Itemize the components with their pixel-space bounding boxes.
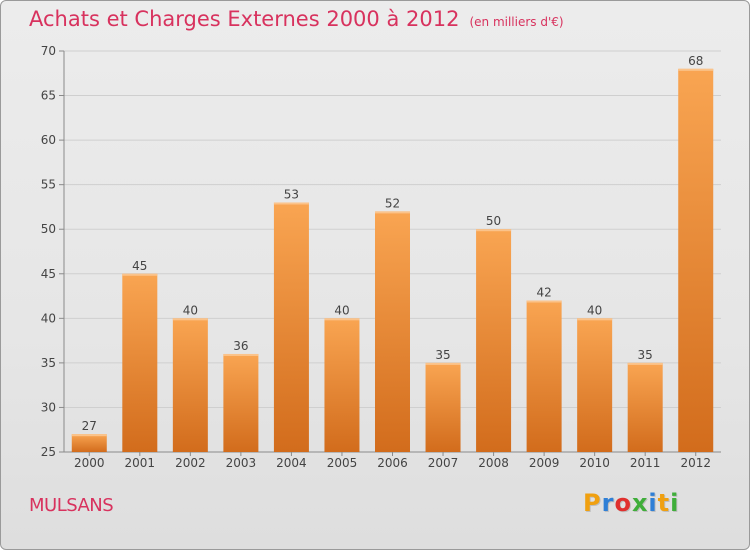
y-tick-label: 40 <box>41 311 56 325</box>
y-tick-label: 35 <box>41 356 56 370</box>
y-tick-label: 45 <box>41 267 56 281</box>
bar <box>122 273 158 452</box>
y-tick-label: 65 <box>41 89 56 103</box>
y-tick-label: 25 <box>41 445 56 459</box>
bar <box>273 202 309 452</box>
data-label: 45 <box>132 259 147 273</box>
x-tick-label: 2007 <box>428 456 459 470</box>
bar <box>678 68 714 453</box>
chart-title-text: Achats et Charges Externes 2000 à 2012 <box>29 7 460 31</box>
logo-letter: t <box>657 489 671 517</box>
bar-top-edge <box>627 362 663 365</box>
bar <box>71 434 107 452</box>
logo-letter: r <box>601 489 615 517</box>
x-tick-label: 2012 <box>680 456 711 470</box>
logo-letter: i <box>648 489 658 517</box>
x-tick-label: 2011 <box>630 456 661 470</box>
y-tick-label: 55 <box>41 178 56 192</box>
bar-top-edge <box>223 353 259 356</box>
data-label: 68 <box>688 54 703 68</box>
logo-letter: o <box>614 489 632 517</box>
bar <box>577 318 613 452</box>
bar-top-edge <box>122 273 158 276</box>
x-tick-label: 2009 <box>529 456 560 470</box>
bar <box>375 211 410 452</box>
x-tick-label: 2005 <box>327 456 358 470</box>
bar <box>223 353 259 452</box>
x-tick-label: 2002 <box>175 456 206 470</box>
bar-top-edge <box>678 68 714 71</box>
bar-top-edge <box>172 318 208 321</box>
logo-letter: i <box>670 489 680 517</box>
data-label: 35 <box>638 348 653 362</box>
bar <box>324 318 360 452</box>
bar <box>172 318 208 452</box>
bar <box>627 362 663 452</box>
x-tick-label: 2006 <box>377 456 408 470</box>
data-label: 42 <box>536 286 551 300</box>
data-label: 50 <box>486 214 501 228</box>
x-tick-label: 2008 <box>478 456 509 470</box>
y-tick-label: 50 <box>41 222 56 236</box>
x-tick-label: 2004 <box>276 456 307 470</box>
bar-top-edge <box>476 229 512 232</box>
data-label: 40 <box>334 303 349 317</box>
bar <box>476 229 512 452</box>
bar-top-edge <box>425 362 461 365</box>
bar <box>526 300 562 452</box>
bar-top-edge <box>273 202 309 205</box>
chart-unit-note: (en milliers d'€) <box>469 15 564 29</box>
y-tick-label: 30 <box>41 400 56 414</box>
y-tick-label: 70 <box>41 44 56 58</box>
bar <box>425 362 461 452</box>
data-label: 40 <box>587 303 602 317</box>
bar-top-edge <box>526 300 562 303</box>
data-label: 36 <box>233 339 248 353</box>
x-tick-label: 2001 <box>125 456 156 470</box>
data-label: 27 <box>82 419 97 433</box>
bar-top-edge <box>71 434 107 437</box>
data-label: 40 <box>183 303 198 317</box>
proxiti-logo: Proxiti <box>583 489 679 517</box>
x-tick-label: 2003 <box>226 456 257 470</box>
x-tick-label: 2000 <box>74 456 105 470</box>
logo-letter: x <box>631 489 649 517</box>
logo-letter: P <box>583 489 602 517</box>
chart-title: Achats et Charges Externes 2000 à 2012 (e… <box>29 7 564 31</box>
bar-top-edge <box>324 318 360 321</box>
bar-top-edge <box>375 211 410 214</box>
data-label: 35 <box>435 348 450 362</box>
x-tick-label: 2010 <box>579 456 610 470</box>
place-name: MULSANS <box>29 495 114 516</box>
data-label: 53 <box>284 187 299 201</box>
y-tick-label: 60 <box>41 133 56 147</box>
data-label: 52 <box>385 196 400 210</box>
bar-top-edge <box>577 318 613 321</box>
